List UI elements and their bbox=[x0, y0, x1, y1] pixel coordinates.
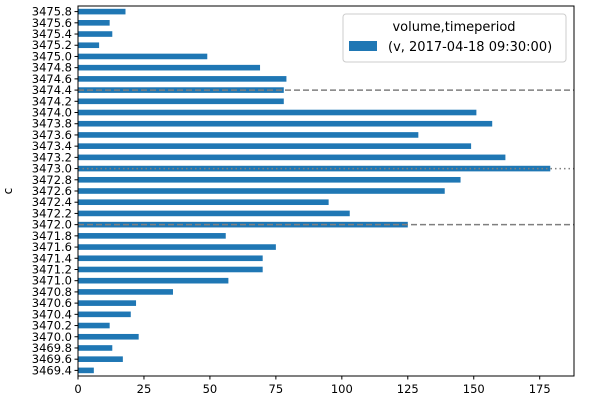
y-tick-label: 3473.0 bbox=[32, 162, 72, 176]
bar-3475.6 bbox=[78, 20, 110, 26]
chart-marks bbox=[78, 8, 551, 374]
bar-3471.0 bbox=[78, 277, 229, 284]
y-tick-label: 3475.0 bbox=[32, 49, 72, 63]
y-tick-label: 3470.6 bbox=[32, 296, 72, 310]
y-tick-label: 3473.6 bbox=[32, 128, 72, 142]
legend-title: volume,timeperiod bbox=[392, 20, 515, 35]
y-axis-label: c bbox=[1, 188, 15, 195]
bar-3475.2 bbox=[78, 42, 100, 49]
bar-3473.0 bbox=[78, 165, 551, 172]
y-tick-label: 3473.2 bbox=[32, 150, 72, 164]
y-tick-label: 3471.8 bbox=[32, 229, 72, 243]
y-tick-label: 3470.4 bbox=[32, 307, 72, 321]
y-axis-ticks: 3469.43469.63469.83470.03470.23470.43470… bbox=[32, 5, 78, 377]
legend-box bbox=[342, 13, 567, 63]
bar-3472.2 bbox=[78, 210, 350, 217]
bar-3469.6 bbox=[78, 356, 123, 362]
x-tick-label: 0 bbox=[74, 382, 81, 396]
y-tick-label: 3474.8 bbox=[32, 61, 72, 75]
bar-3474.6 bbox=[78, 76, 287, 82]
bar-3475.0 bbox=[78, 53, 208, 60]
y-tick-label: 3475.6 bbox=[32, 16, 72, 30]
legend: volume,timeperiod (v, 2017-04-18 09:30:0… bbox=[342, 13, 567, 63]
x-tick-label: 25 bbox=[137, 382, 152, 396]
x-tick-label: 75 bbox=[269, 382, 284, 396]
bar-3474.8 bbox=[78, 64, 261, 71]
bar-3470.4 bbox=[78, 311, 131, 318]
y-tick-label: 3473.4 bbox=[32, 139, 72, 153]
y-tick-label: 3470.8 bbox=[32, 285, 72, 299]
x-tick-label: 175 bbox=[529, 382, 551, 396]
bar-3471.2 bbox=[78, 266, 263, 273]
bar-3470.2 bbox=[78, 322, 110, 329]
y-tick-label: 3470.2 bbox=[32, 319, 72, 333]
bar-3472.6 bbox=[78, 188, 445, 194]
bar-3471.4 bbox=[78, 255, 263, 262]
y-tick-label: 3471.0 bbox=[32, 274, 72, 288]
y-tick-label: 3472.4 bbox=[32, 195, 72, 209]
y-tick-label: 3469.8 bbox=[32, 341, 72, 355]
bar-3471.8 bbox=[78, 233, 226, 239]
bar-3470.6 bbox=[78, 300, 137, 306]
y-tick-label: 3474.2 bbox=[32, 94, 72, 108]
reference-lines bbox=[78, 89, 574, 226]
bar-3473.8 bbox=[78, 120, 493, 127]
y-tick-label: 3474.0 bbox=[32, 106, 72, 120]
y-tick-label: 3472.2 bbox=[32, 206, 72, 220]
x-tick-label: 150 bbox=[463, 382, 485, 396]
y-tick-label: 3474.4 bbox=[32, 83, 72, 97]
bar-3473.4 bbox=[78, 143, 472, 149]
x-axis-ticks: 0 25 50 75 100 125 150 175 bbox=[74, 376, 551, 396]
y-tick-label: 3471.2 bbox=[32, 262, 72, 276]
x-tick-label: 50 bbox=[203, 382, 218, 396]
bar-3473.2 bbox=[78, 154, 506, 161]
bar-3474.2 bbox=[78, 98, 284, 105]
bar-3470.8 bbox=[78, 289, 173, 295]
bar-3472.4 bbox=[78, 199, 329, 206]
legend-swatch bbox=[349, 41, 377, 51]
y-tick-label: 3471.4 bbox=[32, 251, 72, 265]
bar-3475.4 bbox=[78, 31, 113, 37]
y-tick-label: 3475.8 bbox=[32, 5, 72, 19]
y-tick-label: 3470.0 bbox=[32, 330, 72, 344]
bar-3471.6 bbox=[78, 244, 276, 250]
y-tick-label: 3473.8 bbox=[32, 117, 72, 131]
y-tick-label: 3469.4 bbox=[32, 363, 72, 377]
y-tick-label: 3475.2 bbox=[32, 38, 72, 52]
y-tick-label: 3475.4 bbox=[32, 27, 72, 41]
bar-3474.0 bbox=[78, 109, 477, 116]
y-tick-label: 3474.6 bbox=[32, 72, 72, 86]
y-tick-label: 3472.0 bbox=[32, 218, 72, 232]
bar-3469.4 bbox=[78, 367, 94, 374]
bar-3473.6 bbox=[78, 132, 419, 138]
plot-frame bbox=[77, 5, 575, 377]
bar-3469.8 bbox=[78, 345, 113, 351]
y-tick-label: 3469.6 bbox=[32, 352, 72, 366]
bar-3472.8 bbox=[78, 176, 461, 183]
y-tick-label: 3472.6 bbox=[32, 184, 72, 198]
x-tick-label: 125 bbox=[397, 382, 419, 396]
legend-entry-label: (v, 2017-04-18 09:30:00) bbox=[388, 40, 552, 55]
x-tick-label: 100 bbox=[331, 382, 353, 396]
y-tick-label: 3472.8 bbox=[32, 173, 72, 187]
bar-3470.0 bbox=[78, 333, 139, 340]
bar-3475.8 bbox=[78, 8, 126, 15]
y-tick-label: 3471.6 bbox=[32, 240, 72, 254]
